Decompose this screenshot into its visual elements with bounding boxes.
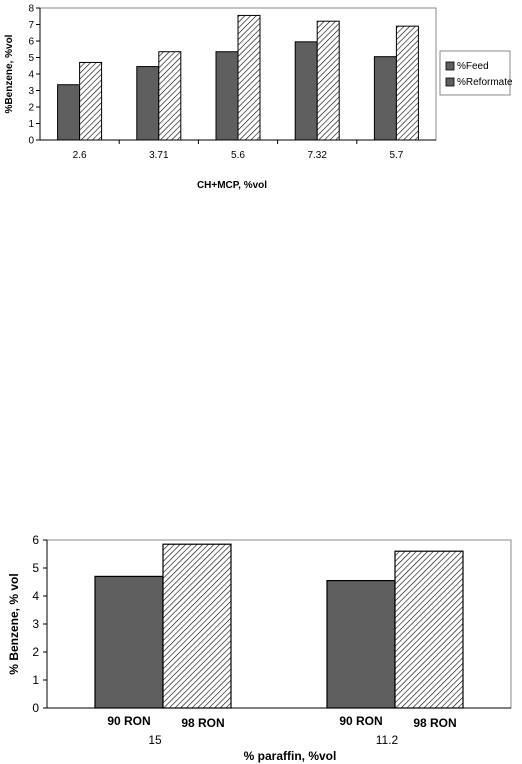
- chart-top-x-axis-label: CH+MCP, %vol: [197, 180, 267, 191]
- chart-top-x-tick-label: 5.7: [389, 150, 403, 161]
- chart-top-marks: [57, 14, 419, 141]
- chart-top-y-tick-label: 7: [28, 20, 34, 31]
- chart-bottom-x-tick-label: 15: [148, 733, 162, 747]
- chart-bottom: 0 1 2 3 4 5 6 90 RON 98 RON 15 90 RON 98 RON 11.2 %…: [7, 533, 512, 763]
- legend-swatch-reformate: [445, 77, 455, 87]
- chart-bottom-x-axis-label: % paraffin, %vol: [244, 749, 337, 763]
- chart-bottom-x-tick-label: 11.2: [376, 733, 399, 747]
- chart-top-y-axis-label: %Benzene, %vol: [4, 34, 15, 113]
- bar-90-ron: [326, 579, 396, 709]
- chart-top-x-tick-label: 3.71: [149, 150, 169, 161]
- bar-reformate: [316, 20, 340, 141]
- bar-label-98-ron: 98 RON: [413, 716, 456, 730]
- bar-reformate: [79, 61, 103, 141]
- bar-label-98-ron: 98 RON: [181, 716, 224, 730]
- bar-feed: [215, 51, 239, 141]
- chart-bottom-y-tick-label: 5: [32, 561, 39, 575]
- bar-98-ron: [394, 550, 464, 709]
- chart-bottom-y-tick-label: 4: [32, 589, 39, 603]
- bar-feed: [136, 66, 160, 141]
- bar-feed: [294, 41, 318, 141]
- chart-bottom-marks: [94, 543, 464, 709]
- bar-reformate: [158, 51, 182, 141]
- chart-bottom-y-axis-label: % Benzene, % vol: [7, 573, 21, 674]
- legend-swatch-feed: [445, 61, 455, 71]
- chart-top-y-tick-label: 6: [28, 37, 34, 48]
- chart-bottom-y-tick-label: 6: [32, 533, 39, 547]
- bar-label-90-ron: 90 RON: [107, 714, 150, 728]
- bar-feed: [57, 84, 81, 141]
- legend-label-feed: %Feed: [457, 61, 489, 72]
- chart-top-y-tick-label: 2: [28, 103, 34, 114]
- bar-label-90-ron: 90 RON: [339, 714, 382, 728]
- chart-top-x-tick-label: 2.6: [73, 150, 87, 161]
- bar-90-ron: [94, 575, 164, 709]
- chart-bottom-y-ticks: 0 1 2 3 4 5 6: [32, 533, 48, 715]
- chart-top-y-tick-label: 1: [28, 119, 34, 130]
- chart-bottom-x-ticks: 90 RON 98 RON 15 90 RON 98 RON 11.2: [47, 707, 511, 747]
- chart-bottom-y-tick-label: 3: [32, 617, 39, 631]
- chart-top-y-tick-label: 4: [28, 70, 34, 81]
- chart-bottom-y-tick-label: 2: [32, 645, 39, 659]
- bar-feed: [373, 56, 397, 141]
- chart-top-y-tick-label: 0: [28, 136, 34, 147]
- chart-top-x-ticks: 2.6 3.71 5.6 7.32 5.7: [40, 139, 436, 161]
- chart-top: 0 1 2 3 4 5 6 7 8 2.6 3.71 5.6 7.32 5.7 CH+MCP, %vol…: [4, 4, 513, 192]
- chart-top-y-tick-label: 3: [28, 86, 34, 97]
- bar-98-ron: [162, 543, 232, 709]
- chart-top-y-tick-label: 8: [28, 4, 34, 15]
- bar-reformate: [395, 25, 419, 141]
- legend-label-reformate: %Reformate: [457, 77, 513, 88]
- chart-top-y-ticks: 0 1 2 3 4 5 6 7 8: [28, 4, 41, 147]
- chart-top-x-tick-label: 7.32: [307, 150, 327, 161]
- chart-top-x-tick-label: 5.6: [231, 150, 245, 161]
- legend-box: [439, 50, 511, 96]
- chart-bottom-y-tick-label: 0: [32, 701, 39, 715]
- chart-bottom-y-tick-label: 1: [32, 673, 39, 687]
- bar-reformate: [237, 14, 261, 141]
- chart-top-legend: %Feed %Reformate: [439, 50, 513, 96]
- chart-top-y-tick-label: 5: [28, 53, 34, 64]
